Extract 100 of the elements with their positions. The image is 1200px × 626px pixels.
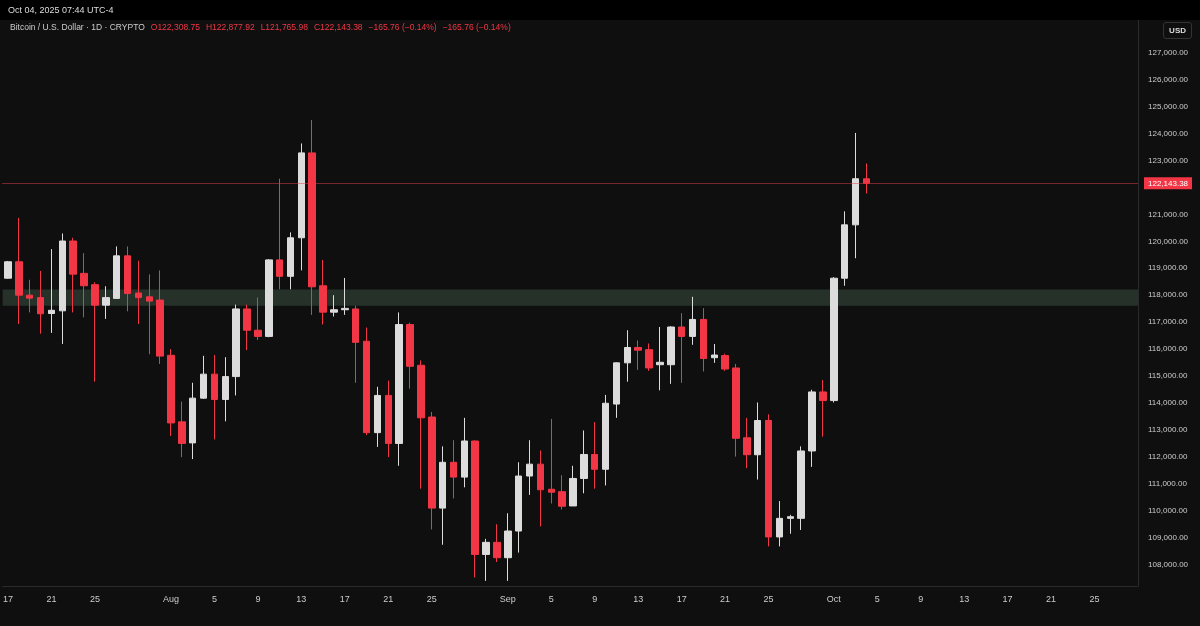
y-tick-label: 112,000.00 xyxy=(1148,452,1188,462)
x-tick-label: 25 xyxy=(1089,593,1100,604)
candlestick xyxy=(732,363,740,458)
candlestick xyxy=(102,285,110,320)
candlestick xyxy=(754,401,761,481)
candlestick xyxy=(450,439,457,499)
candlestick xyxy=(243,304,251,351)
x-tick-label: 21 xyxy=(383,593,394,604)
candlestick xyxy=(645,342,653,372)
x-tick-label: 25 xyxy=(426,593,437,604)
candlestick xyxy=(569,465,577,507)
x-tick-label: Sep xyxy=(499,593,516,604)
candlestick xyxy=(91,281,99,383)
candlestick xyxy=(113,245,120,299)
candlestick xyxy=(700,307,707,372)
x-tick-label: 5 xyxy=(211,593,217,604)
x-tick-label: 21 xyxy=(46,593,57,604)
x-tick-label: 17 xyxy=(676,593,687,604)
candlestick xyxy=(374,386,381,448)
x-tick-label: 25 xyxy=(89,593,100,604)
candlestick xyxy=(624,329,631,383)
y-tick-label: 110,000.00 xyxy=(1148,506,1188,516)
annotation: −165.76 (−0.14%) xyxy=(442,22,511,32)
x-tick-label: Aug xyxy=(162,593,179,604)
candlestick xyxy=(146,273,153,355)
y-tick-label: 120,000.00 xyxy=(1148,236,1189,246)
candlestick xyxy=(711,343,718,364)
candlestick xyxy=(548,418,555,505)
y-tick-label: 111,000.00 xyxy=(1148,479,1188,489)
candlestick xyxy=(330,294,338,317)
x-tick-label: 13 xyxy=(633,593,644,604)
candlestick xyxy=(4,260,12,280)
candlestick xyxy=(59,232,66,345)
candlestick xyxy=(602,394,609,486)
candlestick xyxy=(156,269,164,365)
x-tick-label: 9 xyxy=(255,593,261,604)
annotation: L121,765.98 xyxy=(260,22,308,32)
candlestick xyxy=(667,325,675,385)
x-tick-label: 5 xyxy=(548,593,554,604)
y-tick-label: 115,000.00 xyxy=(1148,371,1188,381)
y-tick-label: 127,000.00 xyxy=(1148,47,1189,57)
candlestick xyxy=(765,413,772,547)
candlestick xyxy=(37,270,44,335)
y-tick-label: 116,000.00 xyxy=(1148,344,1188,354)
candlestick xyxy=(232,304,240,396)
candlestick xyxy=(406,322,414,390)
x-tick-label: 5 xyxy=(874,593,880,604)
candlestick xyxy=(80,252,88,318)
candlestick xyxy=(200,355,207,400)
x-tick-label: 25 xyxy=(763,593,774,604)
candlestick xyxy=(580,429,588,494)
candlestick xyxy=(526,439,533,496)
candlestick xyxy=(15,217,23,325)
candlestick xyxy=(26,279,33,313)
candlestick xyxy=(439,445,446,546)
y-tick-label: 126,000.00 xyxy=(1148,74,1189,84)
candlestick xyxy=(363,327,370,436)
candlestick xyxy=(830,276,838,403)
y-tick-label: 118,000.00 xyxy=(1148,290,1188,300)
x-tick-label: 13 xyxy=(959,593,970,604)
candlestick xyxy=(211,354,218,440)
annotation: H122,877.92 xyxy=(205,22,255,32)
candlestick xyxy=(254,297,262,341)
y-tick-label: 121,000.00 xyxy=(1148,209,1189,219)
candlestick xyxy=(537,449,544,527)
candlestick xyxy=(124,245,131,312)
x-tick-label: 17 xyxy=(1002,593,1013,604)
candlestick xyxy=(482,538,490,582)
candlestick xyxy=(558,474,566,510)
x-tick-label: 21 xyxy=(1046,593,1057,604)
candlestick xyxy=(341,277,349,316)
candlestick xyxy=(721,353,729,372)
candlestick xyxy=(797,445,805,531)
candlestick xyxy=(189,382,196,460)
candlestick xyxy=(787,514,794,535)
y-tick-label: 125,000.00 xyxy=(1148,101,1189,111)
y-tick-label: 119,000.00 xyxy=(1148,263,1188,273)
candlestick xyxy=(743,417,751,469)
candlestick xyxy=(591,421,598,490)
y-tick-label: 117,000.00 xyxy=(1148,317,1188,327)
y-tick-label: 109,000.00 xyxy=(1148,532,1189,542)
candlestick xyxy=(504,512,512,582)
candlestick xyxy=(298,142,305,271)
x-tick-label: 17 xyxy=(339,593,350,604)
candlestick xyxy=(819,379,827,438)
x-tick-label: Oct xyxy=(826,593,842,604)
y-tick-label: 108,000.00 xyxy=(1148,559,1189,569)
y-tick-label: 123,000.00 xyxy=(1148,155,1189,165)
candlestick xyxy=(852,132,859,259)
x-tick-label: 9 xyxy=(918,593,924,604)
candlestick xyxy=(135,260,142,325)
candlestick xyxy=(48,248,55,334)
candlestick xyxy=(69,237,77,313)
x-tick-label: 21 xyxy=(720,593,731,604)
y-axis-title: USD xyxy=(1163,22,1192,39)
candlestick xyxy=(776,500,783,547)
x-tick-label: 13 xyxy=(296,593,307,604)
candlestick xyxy=(515,461,522,554)
candlestick xyxy=(678,312,685,384)
candlestick xyxy=(265,258,273,338)
